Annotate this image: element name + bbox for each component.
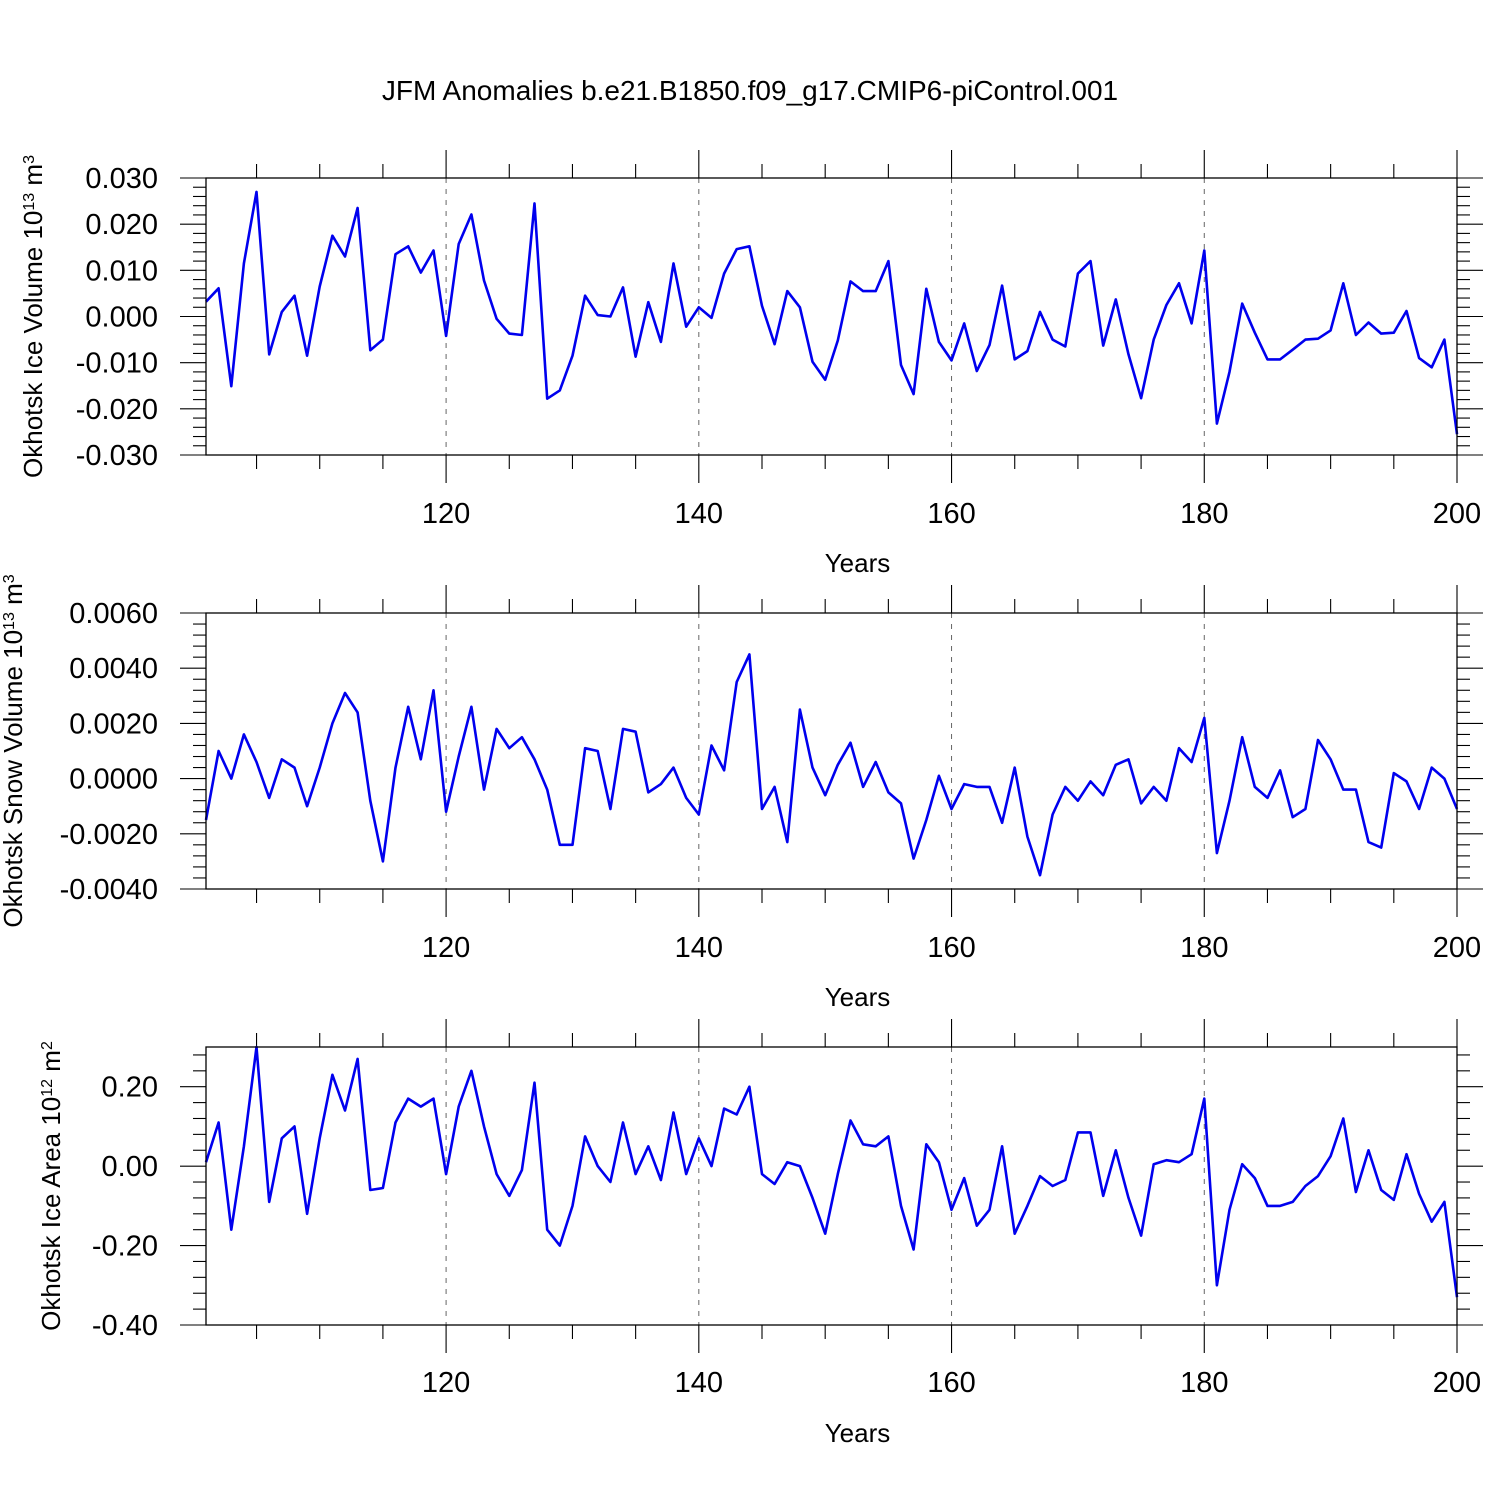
y-tick-label: 0.20 [102, 1072, 158, 1104]
x-tick-label: 200 [1433, 498, 1481, 530]
y-tick-label: -0.020 [76, 394, 158, 426]
y-tick-label: -0.20 [92, 1231, 158, 1263]
x-tick-label: 180 [1180, 498, 1228, 530]
x-axis-title: Years [825, 548, 891, 578]
x-tick-label: 180 [1180, 1367, 1228, 1399]
y-tick-label: 0.000 [85, 302, 158, 334]
x-tick-label: 160 [927, 498, 975, 530]
x-tick-label: 200 [1433, 932, 1481, 964]
panel-3: -0.40 -0.20 0.00 0.20 120 140 160 180 200 Years Ok… [36, 1019, 1483, 1448]
x-tick-label: 160 [927, 932, 975, 964]
x-axis-title: Years [825, 1418, 891, 1448]
y-tick-label: 0.0060 [69, 598, 158, 630]
x-tick-label: 120 [422, 1367, 470, 1399]
y-tick-label: 0.0000 [69, 764, 158, 796]
x-tick-label: 200 [1433, 1367, 1481, 1399]
y-axis-title: Okhotsk Ice Area 1012 m2 [36, 1041, 66, 1331]
x-tick-label: 180 [1180, 932, 1228, 964]
y-tick-label: -0.010 [76, 348, 158, 380]
plot-frame [205, 612, 1458, 890]
plot-frame [205, 177, 1458, 456]
y-axis-title: Okhotsk Ice Volume 1013 m3 [18, 155, 48, 478]
plot-frame [205, 1046, 1458, 1326]
panel-2: -0.0040 -0.0020 0.0000 0.0020 0.0040 0.0060 12… [0, 574, 1483, 1012]
y-axis-title: Okhotsk Snow Volume 1013 m3 [0, 574, 28, 927]
y-tick-label: -0.0020 [60, 819, 158, 851]
y-tick-label: 0.010 [85, 255, 158, 287]
x-tick-label: 120 [422, 932, 470, 964]
y-tick-label: 0.00 [102, 1151, 158, 1183]
series-line [204, 653, 1459, 877]
x-tick-label: 160 [927, 1367, 975, 1399]
panel-1: -0.030 -0.020 -0.010 0.000 0.010 0.020 0.030 12… [18, 150, 1483, 578]
y-tick-label: -0.030 [76, 440, 158, 472]
series-line [205, 190, 1459, 435]
x-tick-label: 140 [675, 1367, 723, 1399]
x-tick-label: 140 [675, 498, 723, 530]
x-tick-label: 140 [675, 932, 723, 964]
y-tick-label: 0.0020 [69, 708, 158, 740]
x-axis-title: Years [825, 982, 891, 1012]
x-tick-label: 120 [422, 498, 470, 530]
y-tick-label: -0.0040 [60, 874, 158, 906]
y-tick-label: 0.030 [85, 163, 158, 195]
y-tick-label: 0.0040 [69, 653, 158, 685]
y-tick-label: 0.020 [85, 209, 158, 241]
series-line [204, 1045, 1459, 1298]
figure-title: JFM Anomalies b.e21.B1850.f09_g17.CMIP6-… [382, 75, 1118, 106]
y-tick-label: -0.40 [92, 1310, 158, 1342]
